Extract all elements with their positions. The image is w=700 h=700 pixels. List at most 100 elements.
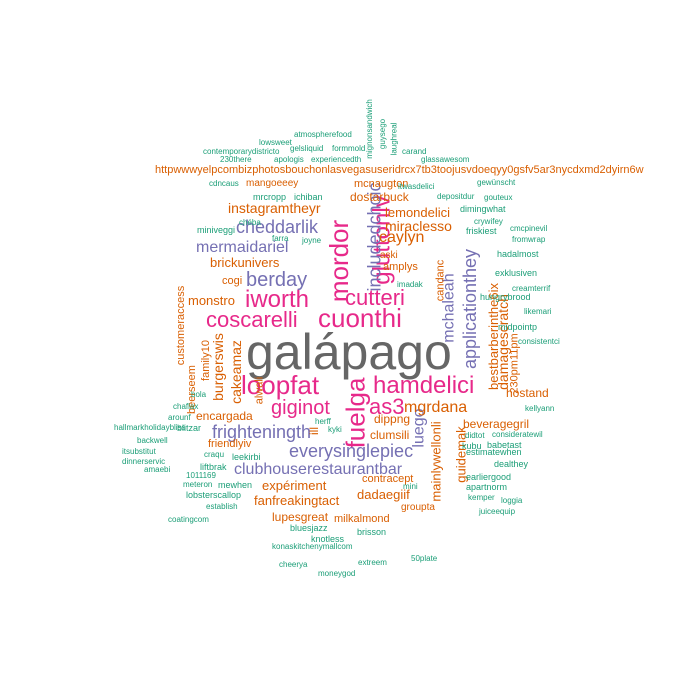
word-liftbrak: liftbrak — [200, 462, 227, 472]
word-miniveggi: miniveggi — [197, 225, 236, 235]
word-everysinglepiec: everysinglepiec — [289, 441, 414, 461]
word-craqu: craqu — [204, 450, 225, 459]
word-cogi: cogi — [222, 275, 243, 287]
word-milkalmond: milkalmond — [334, 513, 390, 525]
word-ichiban: ichiban — [294, 192, 323, 202]
word-candanc: candanc — [434, 259, 447, 302]
word-depositdur: depositdur — [437, 192, 475, 201]
word-amplys: amplys — [383, 261, 418, 273]
word-coscarelli: coscarelli — [206, 307, 298, 332]
word-blitzar: blitzar — [177, 423, 202, 433]
word-50plate: 50plate — [411, 554, 438, 563]
word-itwasdelici: itwasdelici — [398, 182, 435, 191]
word-cutteri: cutteri — [345, 285, 405, 310]
word-crywifey: crywifey — [474, 217, 503, 226]
word-creamterrif: creamterrif — [512, 284, 551, 293]
word-gelsliquid: gelsliquid — [290, 144, 324, 153]
word-1011169: 1011169 — [186, 471, 216, 480]
word-ill: ill — [307, 427, 321, 435]
word-leekirbi: leekirbi — [232, 452, 261, 462]
word-brickunivers: brickunivers — [210, 255, 280, 270]
word-mcnaugton: mcnaugton — [354, 178, 409, 190]
word-moneygod: moneygod — [318, 569, 356, 578]
word-itsubstitut: itsubstitut — [122, 447, 156, 456]
word-friendlyiv: friendlyiv — [208, 438, 252, 450]
word-dimingwhat: dimingwhat — [460, 204, 506, 214]
word-hostand: hostand — [506, 386, 549, 400]
word-dinnerservic: dinnerservic — [122, 457, 166, 466]
word-juiceequip: juiceequip — [479, 507, 516, 516]
word-applicationthey: applicationthey — [460, 248, 481, 370]
word-fanfreakingtact: fanfreakingtact — [254, 493, 340, 508]
word-experiencedth: experiencedth — [311, 155, 362, 164]
word-farra: farra — [272, 234, 289, 243]
word-monstro: monstro — [188, 293, 235, 308]
word-herff: herff — [315, 417, 331, 426]
word-mrcropp: mrcropp — [253, 192, 287, 202]
word-joyne: joyne — [302, 236, 322, 245]
word-mangoeeey: mangoeeey — [246, 178, 299, 189]
word-dostarbuck: dostarbuck — [350, 190, 409, 204]
word-iworth: iworth — [245, 286, 310, 313]
word-family10: family10 — [199, 340, 212, 381]
word-cakeamaz: cakeamaz — [227, 340, 244, 404]
word-laughreal: laughreal — [389, 122, 399, 156]
word-cheddarlik: cheddarlik — [236, 217, 319, 237]
word-gouteux: gouteux — [484, 193, 513, 202]
word-konaskitchenymallcom: konaskitchenymallcom — [272, 542, 353, 551]
word-fromwrap: fromwrap — [512, 235, 546, 244]
word-as3: as3 — [369, 394, 405, 419]
word-230there: 230there — [220, 155, 252, 164]
word-imadak: imadak — [397, 280, 423, 289]
word-consideratewil: consideratewil — [492, 430, 543, 439]
word-giginot: giginot — [271, 397, 330, 419]
word-mignonsandwich: mignonsandwich — [364, 99, 374, 159]
word-hallmarkholidaybliss: hallmarkholidaybliss — [114, 423, 186, 432]
word-meteron: meteron — [183, 480, 213, 489]
word-hungrybrood: hungrybrood — [480, 292, 531, 302]
word-contemporarydistricto: contemporarydistricto — [203, 147, 280, 156]
word-encargada: encargada — [196, 409, 253, 423]
word-lowsweet: lowsweet — [259, 138, 292, 147]
word-kubu: kubu — [462, 441, 482, 451]
word-kemper: kemper — [468, 493, 495, 502]
word-loopfat: loopfat — [241, 370, 320, 400]
word-clumsili: clumsili — [370, 428, 410, 442]
word-didtot: didtot — [465, 431, 485, 440]
word-clubhouserestaurantbar: clubhouserestaurantbar — [234, 461, 403, 478]
word-hadalmost: hadalmost — [497, 249, 539, 259]
word-mermaidariel: mermaidariel — [196, 239, 289, 256]
word-apartnorm: apartnorm — [466, 482, 508, 492]
word-lemondelici: lemondelici — [385, 205, 451, 220]
word-kellyann: kellyann — [525, 404, 555, 413]
word-groupta: groupta — [401, 502, 435, 513]
word-extreem: extreem — [358, 558, 387, 567]
word-brisson: brisson — [357, 527, 387, 537]
word-cheerya: cheerya — [279, 560, 308, 569]
word-exklusiven: exklusiven — [495, 268, 538, 278]
word-dealthey: dealthey — [494, 459, 529, 469]
word-lobsterscallop: lobsterscallop — [186, 490, 242, 500]
word-lupesgreat: lupesgreat — [272, 510, 329, 524]
word-frighteningth: frighteningth — [212, 422, 312, 442]
word-cheba: chéba — [239, 218, 261, 227]
word-midpointp: midpointp — [498, 322, 538, 332]
word-instagramtheyr: instagramtheyr — [228, 200, 321, 216]
word-cuonthi: cuonthi — [318, 303, 402, 333]
word-carand: carand — [402, 147, 427, 156]
word-estimatewhen: estimatewhen — [466, 447, 522, 457]
word-chaflax: chaflax — [173, 402, 199, 411]
word-formmold: formmold — [332, 144, 366, 153]
word-likemari: likemari — [524, 307, 552, 316]
word-mgrdana: mgrdana — [404, 399, 468, 416]
word-gewunscht: gewünscht — [477, 178, 516, 187]
word-atmospherefood: atmospherefood — [294, 130, 352, 139]
word-fuelga: fuelga — [340, 377, 371, 449]
word-dadaegiif: dadaegiif — [357, 487, 410, 502]
word-guysego: guysego — [378, 118, 388, 150]
word-miraclesso: miraclesso — [385, 218, 452, 234]
word-apologis: apologis — [274, 155, 304, 164]
word-burgerswis: burgerswis — [209, 333, 226, 401]
word-backwell: backwell — [137, 436, 168, 445]
word-bola: bola — [191, 390, 207, 399]
